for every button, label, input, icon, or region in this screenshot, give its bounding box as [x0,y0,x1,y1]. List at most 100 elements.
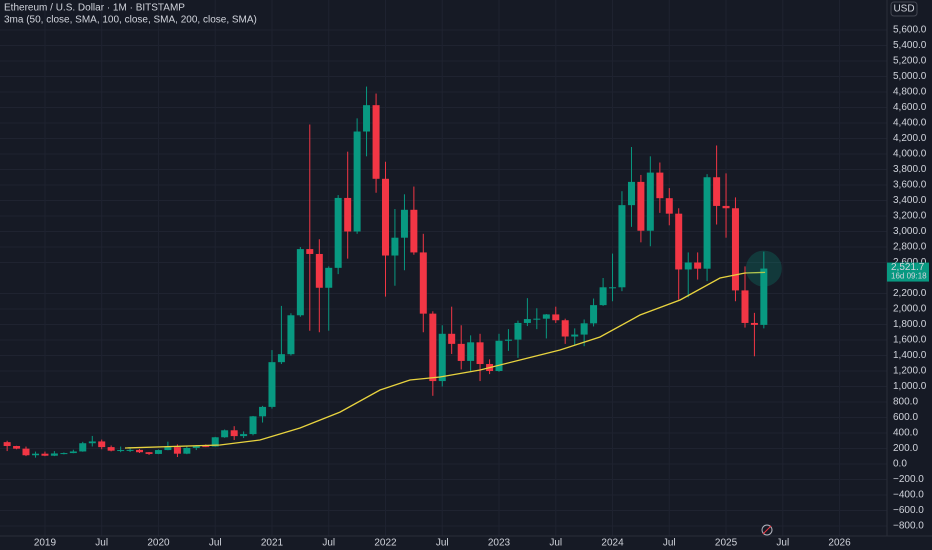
highlight [745,250,782,287]
candle-body [69,451,77,454]
chart-subtitle: 3ma (50, close, SMA, 100, close, SMA, 20… [4,15,257,26]
candle-body [760,268,768,325]
candle-body [22,448,30,456]
y-tick-label: −200.0 [893,474,924,485]
y-tick-label: 1,200.0 [893,366,927,377]
candle-body [523,319,531,323]
candle-body [88,441,96,444]
y-tick-label: 400.0 [893,428,918,439]
y-tick-label: 0.0 [893,459,907,470]
candle-body [646,172,654,231]
y-tick-label: 5,000.0 [893,71,927,82]
candle-body [410,209,418,253]
candle-body [107,447,115,451]
y-tick-label: 4,800.0 [893,87,927,98]
candle-body [637,181,645,231]
candle-body [590,305,598,324]
candle-body [627,181,635,206]
candle-body [552,314,560,321]
candle-body [277,354,285,363]
y-tick-label: −400.0 [893,490,924,501]
candle-body [599,287,607,306]
y-tick-label: 200.0 [893,443,918,454]
candle-body [656,172,664,199]
candle-body [372,105,380,179]
candle-body [675,213,683,270]
candle-body [391,237,399,256]
x-tick-label: Jul [776,538,789,549]
y-tick-label: 1,800.0 [893,319,927,330]
currency[interactable]: USD [893,4,914,15]
candle-body [325,267,333,288]
candle-body [164,447,172,451]
candle-body [438,333,446,382]
y-tick-label: −600.0 [893,505,924,516]
currency-box[interactable] [890,1,918,17]
candle-body [249,416,257,435]
candle-body [381,178,389,256]
y-tick-label: 3,400.0 [893,195,927,206]
candle-body [334,197,342,268]
candle-body [32,453,40,456]
candle-body [221,430,229,438]
candle-body [211,437,219,447]
y-tick-label: 5,200.0 [893,56,927,67]
candle-body [571,334,579,337]
candle-body [98,441,106,448]
x-tick-label: 2020 [147,538,170,549]
candle-body [136,449,144,453]
y-tick-label: 1,600.0 [893,335,927,346]
chart-title: Ethereum / U.S. Dollar · 1M · BITSTAMP [4,3,185,14]
candle-body [3,442,11,447]
y-tick-label: 3,000.0 [893,226,927,237]
candle-body [344,197,352,232]
candle-body [79,443,87,452]
x-tick-label: Jul [209,538,222,549]
candle-body [154,450,162,454]
candle-body [514,322,522,340]
candle-body [703,177,711,269]
candle-body [145,452,153,454]
x-tick-label: 2023 [488,538,511,549]
candle-body [41,453,49,456]
y-tick-label: 3,200.0 [893,211,927,222]
x-tick-label: Jul [322,538,335,549]
candle-body [495,340,503,371]
candle-body [429,313,437,382]
candle-body [467,342,475,361]
y-tick-label: 4,600.0 [893,102,927,113]
candle-body [306,249,314,254]
y-tick-label: 4,200.0 [893,133,927,144]
candle-body [457,343,465,361]
x-tick-label: Jul [95,538,108,549]
y-tick-label: 1,000.0 [893,381,927,392]
candle-body [419,252,427,314]
y-tick-label: 600.0 [893,412,918,423]
candle-body [50,453,58,456]
candle-body [13,446,21,449]
x-tick-label: 2024 [601,538,624,549]
grid [0,0,887,536]
replay-icon[interactable] [761,524,773,536]
y-tick-label: 3,600.0 [893,180,927,191]
last-price-box [887,262,929,282]
y-tick-label: 4,400.0 [893,118,927,129]
x-tick-label: 2019 [34,538,57,549]
y-tick-label: 2,200.0 [893,288,927,299]
countdown: 16d 09:18 [891,272,927,281]
y-tick-label: 5,400.0 [893,40,927,51]
x-tick-label: Jul [663,538,676,549]
candle-body [60,453,68,455]
x-tick-label: 2022 [374,538,397,549]
candle-body [192,446,200,448]
y-tick-label: 2,000.0 [893,304,927,315]
candle-body [533,318,541,320]
candle-body [665,198,673,214]
sma-line [124,271,766,449]
candle-body [504,339,512,341]
candle-body [400,209,408,238]
candle-body [731,208,739,291]
candle-body [722,205,730,209]
